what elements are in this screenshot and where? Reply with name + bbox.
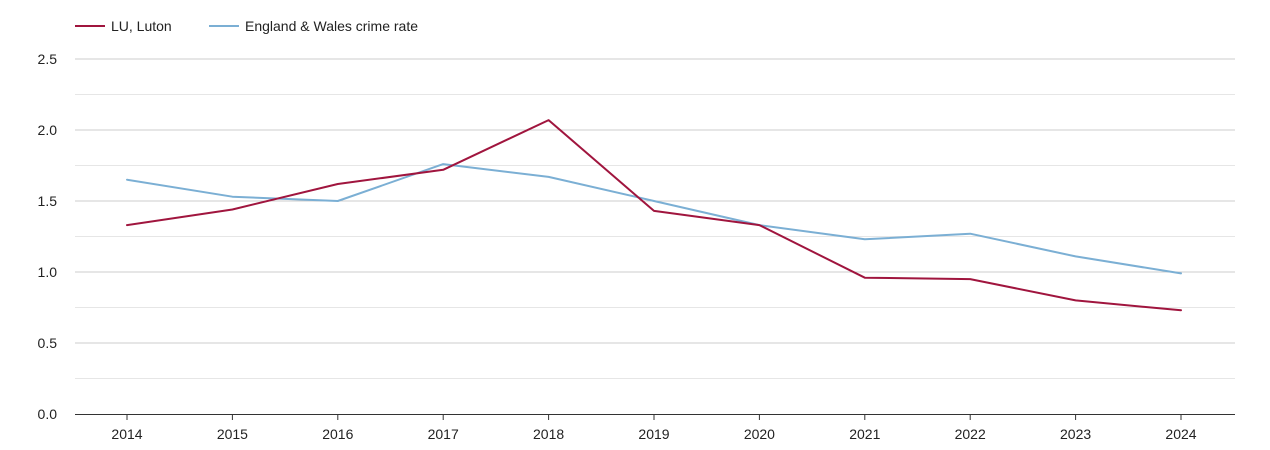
data-point[interactable] <box>121 174 133 186</box>
data-point[interactable] <box>964 228 976 240</box>
y-tick-label: 1.0 <box>38 264 58 280</box>
y-tick-label: 0.5 <box>38 335 58 351</box>
data-point[interactable] <box>1070 294 1082 306</box>
x-tick-label: 2015 <box>217 426 248 442</box>
data-point[interactable] <box>121 219 133 231</box>
gridlines <box>75 58 1235 379</box>
x-tick-label: 2019 <box>638 426 669 442</box>
data-point[interactable] <box>332 178 344 190</box>
data-point[interactable] <box>1070 250 1082 262</box>
x-tick-label: 2018 <box>533 426 564 442</box>
legend-item-0[interactable]: LU, Luton <box>75 18 172 34</box>
x-tick-label: 2020 <box>744 426 775 442</box>
x-tick-label: 2014 <box>111 426 142 442</box>
data-point[interactable] <box>332 195 344 207</box>
y-tick-label: 1.5 <box>38 193 58 209</box>
x-tick-label: 2021 <box>849 426 880 442</box>
data-point[interactable] <box>226 191 238 203</box>
data-point[interactable] <box>859 272 871 284</box>
x-tick-label: 2016 <box>322 426 353 442</box>
x-axis: 2014 2015 2016 2017 2018 2019 2020 2021 2022 2023… <box>75 414 1235 442</box>
legend-item-1[interactable]: England & Wales crime rate <box>209 18 418 34</box>
data-point[interactable] <box>437 164 449 176</box>
data-point[interactable] <box>1175 267 1187 279</box>
series-line-1 <box>126 163 1182 275</box>
legend-label: LU, Luton <box>111 18 172 34</box>
data-point[interactable] <box>1175 304 1187 316</box>
data-point[interactable] <box>543 114 555 126</box>
y-tick-label: 0.0 <box>38 406 58 422</box>
y-tick-label: 2.0 <box>38 122 58 138</box>
data-point[interactable] <box>543 171 555 183</box>
data-point[interactable] <box>648 205 660 217</box>
data-point[interactable] <box>859 233 871 245</box>
x-tick-label: 2022 <box>955 426 986 442</box>
series-lines <box>121 114 1187 316</box>
x-tick-label: 2017 <box>428 426 459 442</box>
data-point[interactable] <box>226 204 238 216</box>
y-tick-label: 2.5 <box>38 51 58 67</box>
x-tick-label: 2024 <box>1165 426 1196 442</box>
x-tick-label: 2023 <box>1060 426 1091 442</box>
series-line-0 <box>126 119 1182 312</box>
legend: LU, Luton England & Wales crime rate <box>75 18 418 34</box>
y-axis: 0.0 0.5 1.0 1.5 2.0 2.5 <box>38 51 58 422</box>
data-point[interactable] <box>964 273 976 285</box>
data-point[interactable] <box>753 219 765 231</box>
legend-label: England & Wales crime rate <box>245 18 418 34</box>
